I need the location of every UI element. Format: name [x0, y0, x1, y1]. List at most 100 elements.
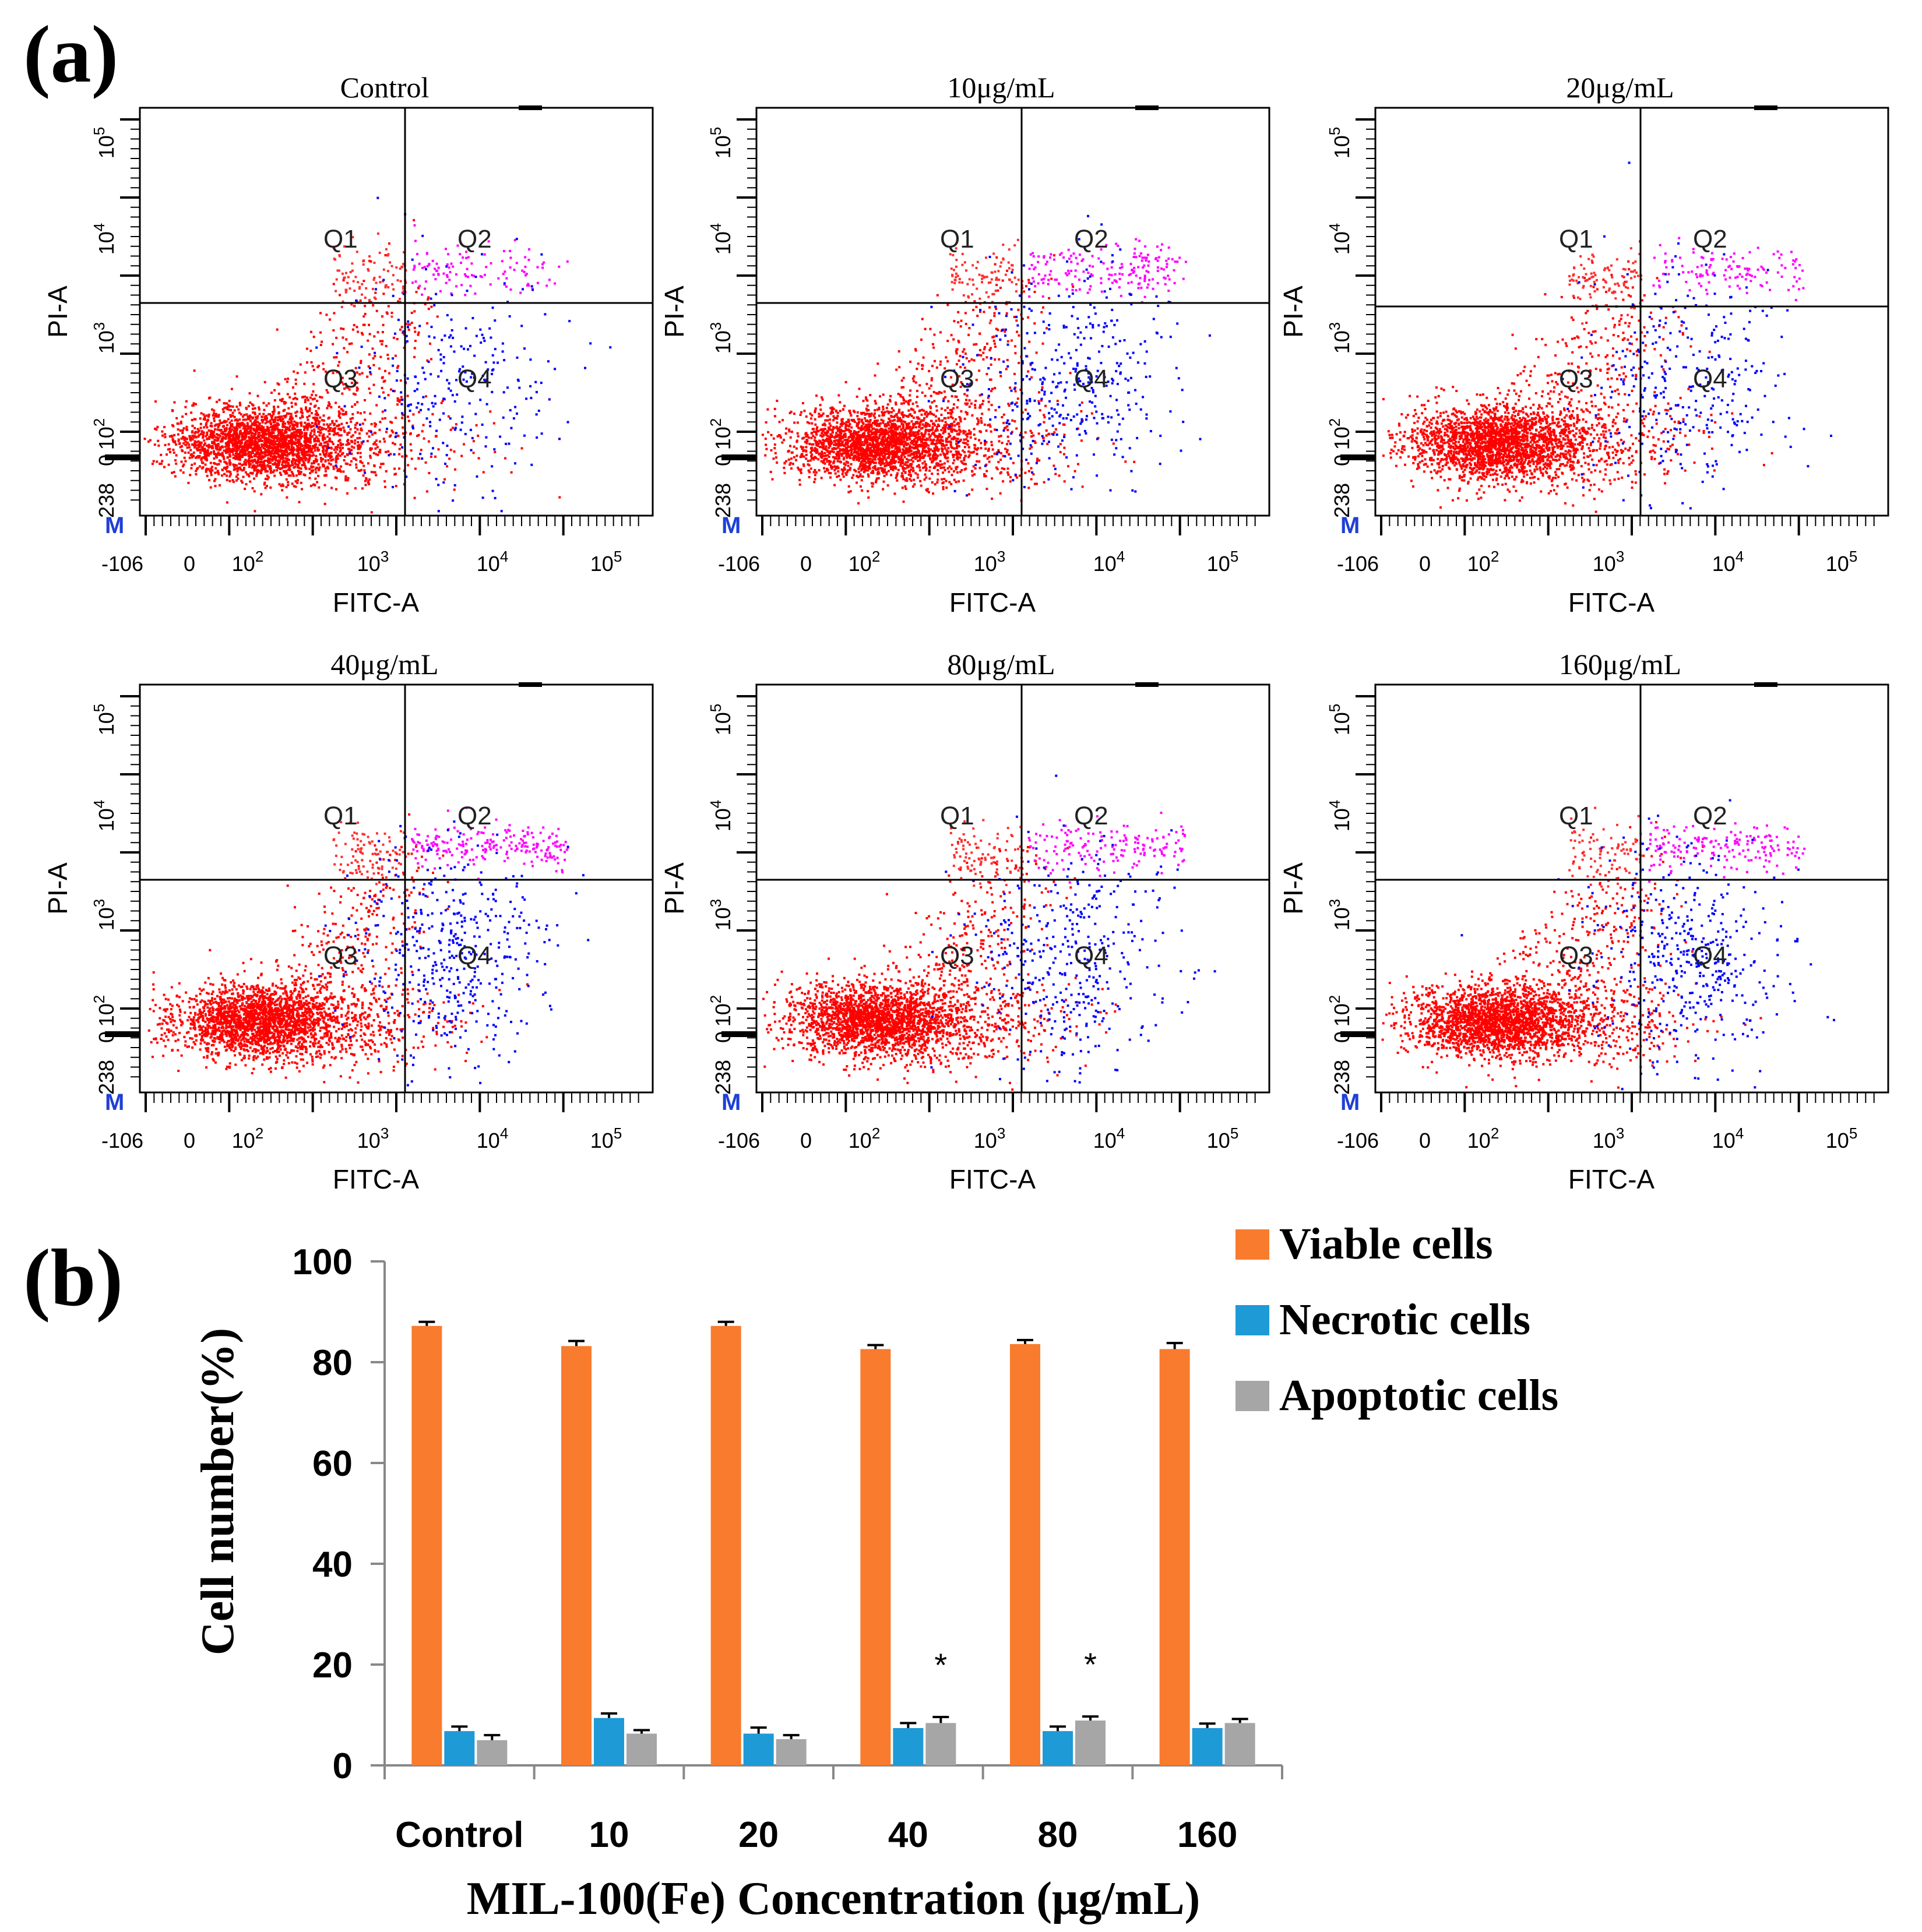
bar-apoptotic-cells [1224, 1723, 1255, 1765]
x-tick-label: -106 [101, 552, 143, 576]
x-tick-label: 105 [1207, 1126, 1238, 1152]
svg-text:PI-A: PI-A [43, 285, 73, 338]
gate-marker-m: M [1340, 513, 1360, 538]
y-tick-label: 104 [91, 800, 118, 831]
y-tick-label: 80 [312, 1343, 353, 1383]
quadrant-label-q3: Q3 [1559, 942, 1593, 970]
y-tick-label: 105 [91, 704, 118, 735]
x-tick-label: 104 [1093, 549, 1125, 576]
x-tick-label: 80 [1038, 1815, 1078, 1855]
y-tick-label: 105 [1327, 127, 1354, 158]
x-tick-label: 102 [1467, 549, 1499, 576]
x-tick-label: 0 [184, 1129, 195, 1152]
x-tick-label: 103 [1593, 1126, 1624, 1152]
legend-swatch [1235, 1305, 1269, 1335]
y-tick-label: 105 [91, 127, 118, 158]
legend-label: Necrotic cells [1279, 1295, 1530, 1344]
y-tick-label: 104 [91, 223, 118, 255]
flow-plot-title: 80μg/mL [947, 648, 1055, 681]
bar-viable-cells [1159, 1349, 1190, 1765]
x-axis-ticks [761, 1092, 1256, 1112]
gate-marker-m: M [721, 1090, 741, 1115]
y-axis-ticks [737, 695, 756, 1078]
y-axis-label: PI-A [659, 285, 689, 338]
x-axis-ticks [761, 516, 1256, 535]
quadrant-label-q3: Q3 [323, 365, 358, 393]
svg-text:105: 105 [590, 549, 622, 576]
flow-plot-title: 40μg/mL [330, 648, 438, 681]
x-tick-label: 102 [232, 549, 263, 576]
significance-marker: * [1084, 1646, 1097, 1683]
x-axis-label: FITC-A [333, 587, 420, 618]
svg-text:103: 103 [91, 322, 118, 354]
flow-plot-6: 160μg/mL Q1 Q2 Q3 Q4 -106 0 102 103 104 105 -238 0 10… [1278, 648, 1889, 1194]
y-tick-label: 104 [1327, 800, 1354, 831]
gate-marker-m: M [105, 513, 124, 538]
flow-plot-title: 10μg/mL [947, 71, 1055, 104]
x-tick-label: 105 [590, 549, 622, 576]
y-tick-label: 102 [91, 418, 118, 450]
quadrant-label-q2: Q2 [1074, 225, 1108, 253]
y-tick-label: 0 [1330, 454, 1354, 466]
y-tick-label: 105 [1327, 704, 1354, 735]
bar-necrotic-cells [1043, 1731, 1073, 1765]
y-tick-label: 105 [708, 127, 735, 158]
quadrant-label-q4: Q4 [1693, 365, 1727, 393]
y-axis-label: PI-A [1278, 285, 1308, 338]
x-tick-label: Control [395, 1815, 523, 1855]
flow-plot-title: 160μg/mL [1559, 648, 1681, 681]
x-tick-label: 102 [232, 1126, 263, 1152]
x-tick-label: 10 [589, 1815, 629, 1855]
y-axis-label: PI-A [1278, 862, 1308, 915]
x-axis-title: MIL-100(Fe) Concentration (μg/mL) [467, 1873, 1200, 1924]
x-tick-label: 102 [1467, 1126, 1499, 1152]
y-tick-label: 20 [312, 1645, 353, 1686]
y-tick-label: 103 [708, 899, 735, 930]
svg-text:-106: -106 [101, 552, 143, 576]
legend-label: Viable cells [1279, 1219, 1493, 1268]
svg-text:103: 103 [357, 549, 389, 576]
y-axis-label: PI-A [43, 285, 73, 338]
x-tick-label: 0 [1419, 552, 1431, 576]
x-tick-label: 40 [888, 1815, 928, 1855]
panel-b-label: (b) [23, 1233, 123, 1323]
x-tick-label: 102 [849, 1126, 880, 1152]
svg-text:102: 102 [232, 549, 263, 576]
event-dots [147, 806, 590, 1087]
x-tick-label: 103 [1593, 549, 1624, 576]
y-tick-label: 103 [1327, 322, 1354, 354]
event-dots [1382, 161, 1832, 513]
bar-necrotic-cells [444, 1731, 475, 1765]
svg-text:0: 0 [184, 552, 195, 576]
x-tick-label: -106 [101, 1129, 143, 1152]
x-tick-label: 103 [974, 1126, 1005, 1152]
quadrant-label-q4: Q4 [1074, 942, 1108, 970]
y-tick-label: 100 [293, 1242, 353, 1282]
y-tick-label: 105 [708, 704, 735, 735]
y-tick-label: 102 [708, 995, 735, 1027]
svg-text:105: 105 [91, 127, 118, 158]
bar-necrotic-cells [1192, 1727, 1223, 1765]
y-axis-ticks [120, 118, 140, 501]
y-tick-label: -238 [1330, 483, 1354, 525]
quadrant-label-q3: Q3 [1559, 365, 1593, 393]
y-tick-label: 0 [1330, 1031, 1354, 1043]
bar-apoptotic-cells [925, 1723, 956, 1765]
quadrant-label-q3: Q3 [940, 942, 974, 970]
bar-viable-cells [1010, 1344, 1040, 1765]
gate-marker-m: M [1340, 1090, 1360, 1115]
legend-label: Apoptotic cells [1279, 1371, 1558, 1420]
quadrant-label-q2: Q2 [1074, 802, 1108, 830]
quadrant-label-q1: Q1 [323, 802, 358, 830]
y-axis-label: PI-A [43, 862, 73, 915]
legend: Viable cells Necrotic cells Apoptotic cell… [1235, 1219, 1558, 1420]
quadrant-label-q4: Q4 [1074, 365, 1108, 393]
legend-swatch [1235, 1381, 1269, 1411]
flow-plot-4: 40μg/mL Q1 Q2 Q3 Q4 -106 0 102 103 104 105 -238 0 102… [43, 648, 654, 1194]
quadrant-label-q2: Q2 [457, 225, 492, 253]
y-axis-ticks [1356, 695, 1375, 1078]
x-tick-label: 103 [974, 549, 1005, 576]
x-tick-label: 104 [477, 549, 508, 576]
bar-apoptotic-cells [776, 1739, 807, 1765]
x-tick-label: -106 [1337, 552, 1379, 576]
